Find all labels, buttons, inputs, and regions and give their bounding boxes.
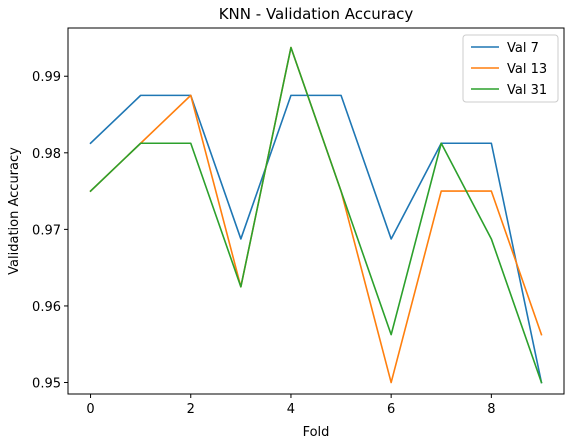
y-axis-label: Validation Accuracy — [7, 147, 22, 275]
legend-label-2: Val 31 — [507, 83, 547, 98]
x-tick-label: 2 — [187, 402, 195, 417]
legend-box — [462, 34, 559, 103]
y-axis: 0.95 0.96 0.97 0.98 0.99 — [32, 70, 68, 392]
x-tick-label: 0 — [86, 402, 94, 417]
x-axis-label: Fold — [303, 425, 330, 440]
x-tick-label: 4 — [287, 402, 295, 417]
legend: Val 7 Val 13 Val 31 — [462, 34, 559, 103]
series-line-2 — [89, 46, 543, 384]
series-line-0 — [89, 94, 543, 384]
legend-label-1: Val 13 — [507, 62, 547, 77]
chart-title: KNN - Validation Accuracy — [219, 5, 414, 23]
plot-lines — [89, 46, 543, 384]
x-axis: 0 2 4 6 8 — [86, 394, 495, 417]
y-tick-label: 0.96 — [32, 300, 61, 315]
y-tick-label: 0.99 — [32, 70, 61, 85]
legend-label-0: Val 7 — [507, 41, 539, 56]
y-tick-label: 0.97 — [32, 223, 61, 238]
y-tick-label: 0.98 — [32, 147, 61, 162]
x-tick-label: 8 — [487, 402, 495, 417]
y-tick-label: 0.95 — [32, 377, 61, 392]
plot-frame — [67, 27, 565, 395]
legend-items: Val 7 Val 13 Val 31 — [471, 41, 547, 98]
x-tick-label: 6 — [387, 402, 395, 417]
